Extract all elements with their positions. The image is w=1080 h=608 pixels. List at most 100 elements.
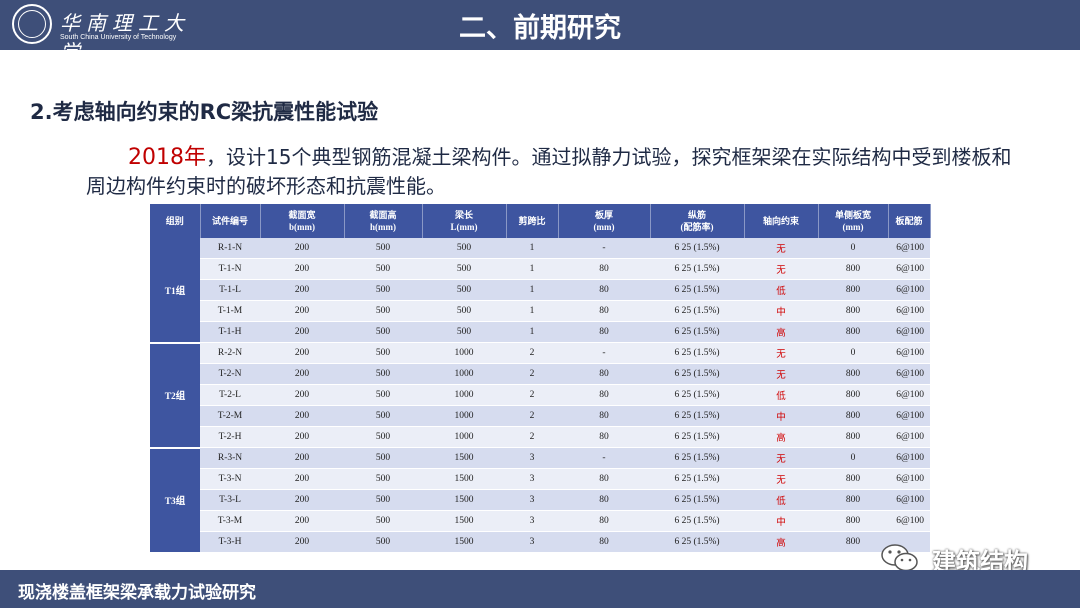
table-cell: 6 25 (1.5%)	[650, 489, 744, 511]
table-cell: 200	[260, 426, 344, 448]
table-cell: 1	[506, 258, 558, 280]
table-cell: 80	[558, 489, 650, 511]
footer-bar: 现浇楼盖框架梁承载力试验研究	[0, 570, 1080, 608]
table-row: T-2-M 200 500 1000 2 80 6 25 (1.5%) 中 800 6@100	[150, 405, 930, 427]
header-line: (mm)	[593, 222, 615, 232]
table-cell: 6@100	[888, 426, 930, 448]
table-cell: 500	[344, 531, 422, 553]
header-line: 纵筋	[687, 210, 706, 220]
table-cell: 0	[818, 238, 888, 259]
table-cell: 低	[744, 384, 818, 406]
table-header-cell: 板配筋	[888, 204, 931, 238]
table-cell: 800	[818, 321, 888, 343]
table-cell: 6@100	[888, 447, 930, 469]
table-cell: 500	[344, 447, 422, 469]
table-cell: 200	[260, 384, 344, 406]
table-cell: 200	[260, 342, 344, 364]
table-cell: 3	[506, 447, 558, 469]
table-cell: 80	[558, 531, 650, 553]
footer-title: 现浇楼盖框架梁承载力试验研究	[18, 583, 256, 603]
table-cell: 6@100	[888, 384, 930, 406]
table-cell: 500	[344, 279, 422, 301]
table-cell: 500	[422, 238, 506, 259]
table-cell: 80	[558, 363, 650, 385]
table-cell: 6@100	[888, 468, 930, 490]
table-cell: 800	[818, 384, 888, 406]
table-cell: 1500	[422, 468, 506, 490]
table-cell: 3	[506, 531, 558, 553]
table-cell: 6@100	[888, 363, 930, 385]
table-cell: R-2-N	[200, 342, 260, 364]
header-line: 板配筋	[895, 216, 923, 226]
specimen-table: 组别 试件编号 截面宽 b(mm) 截面高 h(mm) 梁长 L(mm) 剪跨比 板厚 (mm) 纵筋…	[150, 204, 931, 554]
table-cell: T-2-M	[200, 405, 260, 427]
table-row: T2组 R-2-N 200 500 1000 2-6 25 (1.5%) 无 0 6@100	[150, 342, 930, 449]
table-cell: 200	[260, 468, 344, 490]
table-cell: 500	[344, 405, 422, 427]
table-header: 组别 试件编号 截面宽 b(mm) 截面高 h(mm) 梁长 L(mm) 剪跨比 板厚 (mm) 纵筋…	[150, 204, 931, 238]
table-cell: 800	[818, 300, 888, 322]
table-cell: 3	[506, 510, 558, 532]
table-cell: 800	[818, 489, 888, 511]
table-cell: 80	[558, 510, 650, 532]
table-cell: 80	[558, 426, 650, 448]
table-cell: 80	[558, 279, 650, 301]
header-line: 板厚	[594, 210, 613, 220]
table-cell: 80	[558, 468, 650, 490]
table-cell: 中	[744, 405, 818, 427]
table-cell: 无	[744, 363, 818, 385]
table-cell: -	[558, 342, 650, 364]
university-name-cn: 华南理工大学	[60, 11, 190, 64]
table-cell: -	[558, 447, 650, 469]
intro-paragraph: 2018年，设计15个典型钢筋混凝土梁构件。通过拟静力试验，探究框架梁在实际结构…	[86, 143, 1026, 200]
table-row: T-2-L 200 500 1000 2 80 6 25 (1.5%) 低 800 6@100	[150, 384, 930, 406]
table-cell: 1	[506, 279, 558, 301]
table-cell: 低	[744, 279, 818, 301]
table-cell: 中	[744, 300, 818, 322]
table-cell: 6 25 (1.5%)	[650, 531, 744, 553]
header-line: b(mm)	[289, 222, 315, 232]
table-cell: 6 25 (1.5%)	[650, 426, 744, 448]
table-cell: 高	[744, 426, 818, 448]
table-cell: 500	[422, 321, 506, 343]
table-cell: 200	[260, 300, 344, 322]
intro-text: ，设计15个典型钢筋混凝土梁构件。通过拟静力试验，探究框架梁在实际结构中受到楼板…	[86, 145, 1012, 198]
table-cell: 6 25 (1.5%)	[650, 258, 744, 280]
table-cell: 500	[422, 300, 506, 322]
table-cell: 6 25 (1.5%)	[650, 342, 744, 364]
table-cell: T-3-H	[200, 531, 260, 553]
table-cell: 6 25 (1.5%)	[650, 321, 744, 343]
table-cell: 6 25 (1.5%)	[650, 510, 744, 532]
table-cell: 200	[260, 531, 344, 553]
table-row: T-3-N 200 500 1500 3 80 6 25 (1.5%) 无 800 6@100	[150, 468, 930, 490]
university-logo: 华南理工大学 South China University of Technol…	[12, 4, 212, 64]
table-cell: 1500	[422, 489, 506, 511]
table-cell: 1500	[422, 510, 506, 532]
table-cell: 800	[818, 405, 888, 427]
table-row: T-3-M 200 500 1500 3 80 6 25 (1.5%) 中 800 6@100	[150, 510, 930, 532]
table-cell: 1000	[422, 363, 506, 385]
table-cell: 500	[344, 238, 422, 259]
table-cell: R-3-N	[200, 447, 260, 469]
table-cell: 1000	[422, 426, 506, 448]
header-line: 剪跨比	[518, 216, 546, 226]
table-cell: 800	[818, 531, 888, 553]
table-cell: 6 25 (1.5%)	[650, 363, 744, 385]
table-cell: T-2-H	[200, 426, 260, 448]
header-line: 轴向约束	[762, 216, 799, 226]
table-row: T-3-L 200 500 1500 3 80 6 25 (1.5%) 低 800 6@100	[150, 489, 930, 511]
header-line: 组别	[165, 216, 184, 226]
university-name-en: South China University of Technology	[60, 34, 177, 41]
table-cell: T-2-N	[200, 363, 260, 385]
table-cell: 500	[344, 489, 422, 511]
table-cell: 200	[260, 238, 344, 259]
table-cell: 500	[344, 258, 422, 280]
table-cell: 0	[818, 342, 888, 364]
table-cell: 6@100	[888, 510, 930, 532]
wechat-icon	[881, 544, 918, 572]
table-cell: 800	[818, 258, 888, 280]
table-cell: 中	[744, 510, 818, 532]
table-cell: T-1-M	[200, 300, 260, 322]
header-line: (mm)	[842, 222, 864, 232]
table-row: T1组 R-1-N 200 500 500 1-6 25 (1.5%) 无 0 6@100	[150, 238, 930, 344]
